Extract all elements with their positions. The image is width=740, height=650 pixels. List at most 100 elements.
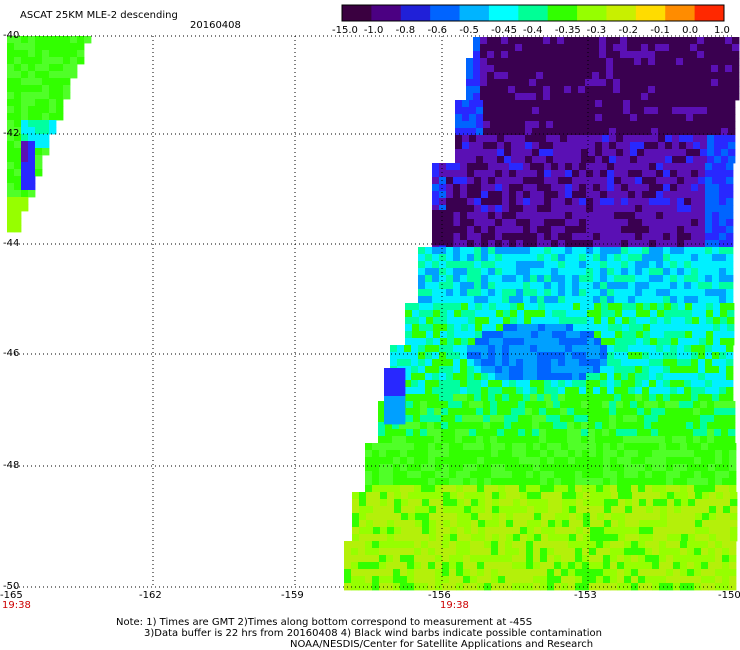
- swath-cell: [644, 149, 652, 157]
- swath-cell: [707, 436, 715, 444]
- swath-cell: [623, 107, 631, 115]
- swath-cell: [677, 352, 685, 360]
- swath-cell: [540, 562, 548, 570]
- swath-cell: [649, 233, 657, 241]
- swath-cell: [616, 135, 624, 143]
- swath-cell: [21, 148, 29, 156]
- swath-cell: [715, 562, 723, 570]
- swath-cell: [637, 429, 645, 437]
- swath-cell: [495, 205, 503, 213]
- swath-cell: [613, 79, 621, 87]
- swath-cell: [599, 79, 607, 87]
- swath-cell: [401, 506, 409, 514]
- swath-cell: [602, 156, 610, 164]
- swath-cell: [531, 310, 539, 318]
- swath-cell: [658, 429, 666, 437]
- swath-cell: [550, 72, 558, 80]
- swath-cell: [652, 464, 660, 472]
- swath-cell: [718, 79, 726, 87]
- swath-cell: [379, 583, 387, 591]
- swath-cell: [705, 219, 713, 227]
- swath-cell: [684, 254, 692, 262]
- swath-cell: [712, 198, 720, 206]
- swath-cell: [7, 92, 15, 100]
- swath-cell: [539, 422, 547, 430]
- swath-cell: [681, 527, 689, 535]
- swath-cell: [712, 254, 720, 262]
- swath-cell: [649, 282, 657, 290]
- swath-cell: [554, 562, 562, 570]
- swath-cell: [658, 100, 666, 108]
- swath-cell: [14, 71, 22, 79]
- swath-cell: [601, 310, 609, 318]
- swath-cell: [614, 191, 622, 199]
- swath-cell: [372, 485, 380, 493]
- swath-cell: [718, 72, 726, 80]
- swath-cell: [621, 387, 629, 395]
- swath-cell: [469, 107, 477, 115]
- swath-cell: [14, 204, 22, 212]
- swath-cell: [708, 569, 716, 577]
- swath-cell: [616, 401, 624, 409]
- swath-cell: [453, 184, 461, 192]
- swath-cell: [655, 79, 663, 87]
- swath-cell: [450, 506, 458, 514]
- swath-cell: [564, 93, 572, 101]
- swath-cell: [515, 65, 523, 73]
- swath-cell: [481, 296, 489, 304]
- swath-cell: [525, 429, 533, 437]
- swath-cell: [637, 149, 645, 157]
- swath-cell: [14, 36, 22, 44]
- swath-cell: [635, 191, 643, 199]
- swath-cell: [607, 345, 615, 353]
- swath-cell: [372, 457, 380, 465]
- swath-cell: [614, 296, 622, 304]
- swath-cell: [411, 380, 419, 388]
- swath-cell: [516, 296, 524, 304]
- swath-cell: [698, 177, 706, 185]
- swath-cell: [600, 163, 608, 171]
- swath-cell: [581, 128, 589, 136]
- swath-cell: [518, 156, 526, 164]
- swath-cell: [670, 394, 678, 402]
- swath-cell: [474, 352, 482, 360]
- swath-cell: [665, 401, 673, 409]
- swath-cell: [418, 387, 426, 395]
- swath-cell: [712, 387, 720, 395]
- swath-cell: [621, 345, 629, 353]
- swath-cell: [677, 219, 685, 227]
- swath-cell: [469, 156, 477, 164]
- swath-cell: [649, 163, 657, 171]
- swath-cell: [565, 240, 573, 248]
- swath-cell: [665, 408, 673, 416]
- swath-cell: [613, 37, 621, 45]
- swath-cell: [677, 380, 685, 388]
- swath-cell: [714, 429, 722, 437]
- swath-cell: [490, 135, 498, 143]
- swath-cell: [494, 79, 502, 87]
- swath-cell: [721, 149, 729, 157]
- lat-label: -42: [3, 128, 20, 139]
- swath-cell: [454, 331, 462, 339]
- swath-cell: [597, 527, 605, 535]
- swath-cell: [495, 387, 503, 395]
- swath-cell: [526, 457, 534, 465]
- swath-cell: [453, 387, 461, 395]
- swath-cell: [49, 92, 57, 100]
- swath-cell: [705, 345, 713, 353]
- swath-cell: [425, 261, 433, 269]
- swath-cell: [641, 79, 649, 87]
- swath-cell: [460, 282, 468, 290]
- swath-cell: [630, 415, 638, 423]
- swath-cell: [531, 331, 539, 339]
- swath-cell: [623, 149, 631, 157]
- lat-label: -40: [3, 30, 20, 41]
- swath-cell: [544, 177, 552, 185]
- swath-cell: [621, 205, 629, 213]
- swath-cell: [453, 198, 461, 206]
- swath-cell: [726, 261, 734, 269]
- swath-cell: [572, 282, 580, 290]
- swath-cell: [670, 247, 678, 255]
- swath-cell: [566, 303, 574, 311]
- swath-cell: [35, 92, 43, 100]
